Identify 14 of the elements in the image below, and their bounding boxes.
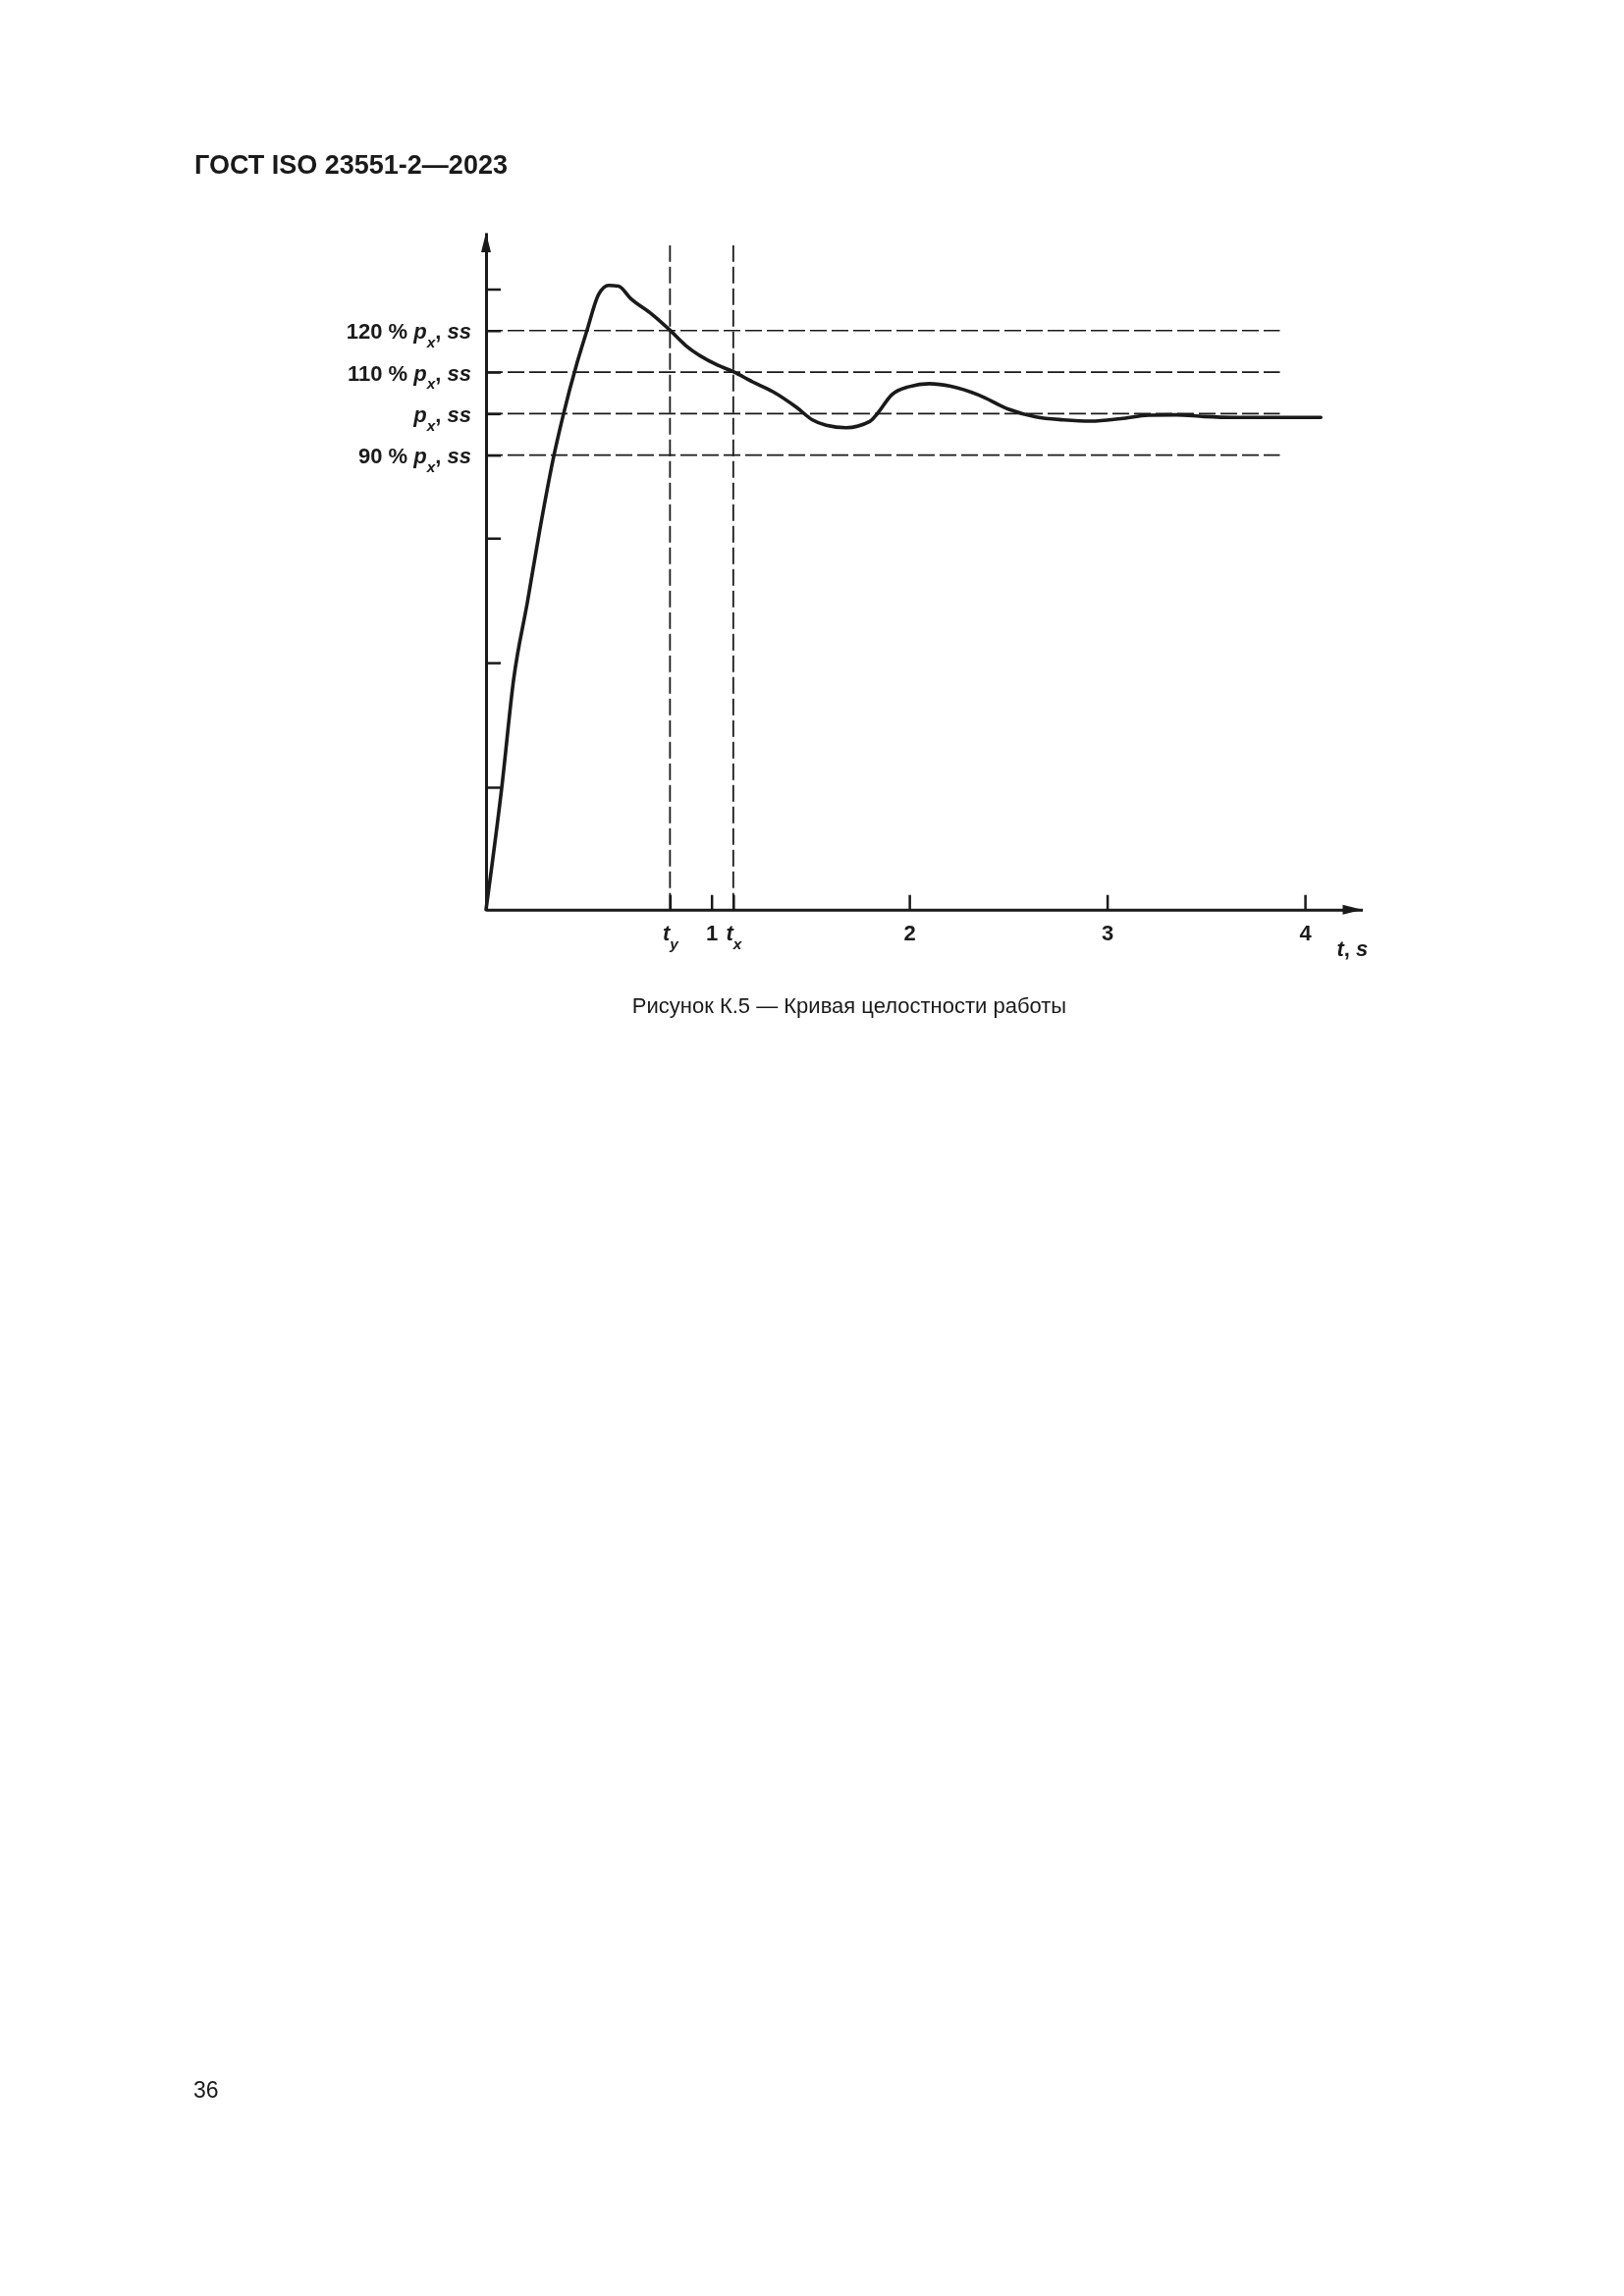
x-tick-label: 2	[903, 920, 916, 945]
y-tick-label: p$_{x}$, ss	[412, 401, 471, 434]
x-tick-label: t$_{x}$	[726, 920, 743, 952]
y-tick-label: 120 % p$_{x}$, ss	[346, 319, 471, 350]
text: 36	[193, 2077, 219, 2103]
x-tick-label: 4	[1299, 920, 1313, 945]
x-tick-label: t$_{y}$	[662, 920, 680, 952]
text: Рисунок К.5 — Кривая целостности работы	[631, 993, 1067, 1018]
x-axis-title: t, s	[1336, 935, 1369, 961]
text: ГОСТ ISO 23551-2—2023	[194, 150, 508, 180]
y-tick-label: 90 % p$_{x}$, ss	[358, 444, 471, 475]
y-tick-label: 110 % p$_{x}$, ss	[347, 360, 471, 392]
x-tick-label: 3	[1101, 920, 1114, 945]
x-tick-label: 1	[706, 920, 719, 945]
